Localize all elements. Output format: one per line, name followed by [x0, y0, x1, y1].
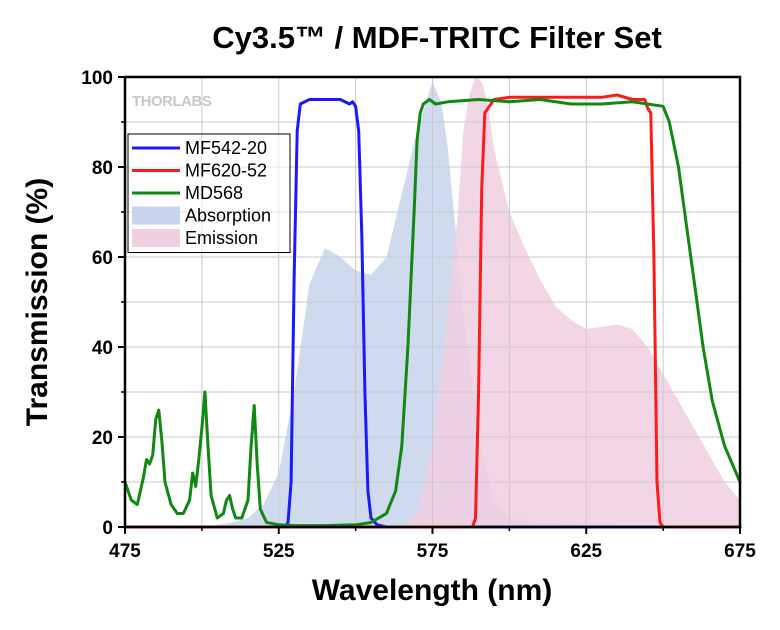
- x-tick-label: 625: [570, 541, 602, 562]
- legend-swatch-emission: [132, 229, 180, 247]
- x-tick-label: 475: [109, 541, 141, 562]
- x-axis-title: Wavelength (nm): [312, 574, 553, 607]
- series-mf542-20-line: [123, 98, 742, 529]
- plot-area: THORLABS 475 525 575 625 675 0 20 40 60 80 100 MF5…: [81, 68, 756, 562]
- y-tick-label: 0: [102, 518, 113, 539]
- x-tick-label: 525: [263, 541, 295, 562]
- y-tick-label: 100: [81, 68, 113, 89]
- x-tick-label: 575: [417, 541, 449, 562]
- y-tick-label: 20: [92, 428, 113, 449]
- y-axis-title: Transmission (%): [21, 178, 54, 426]
- thorlabs-watermark: THORLABS: [132, 93, 212, 110]
- series-md568-line: [123, 98, 742, 528]
- legend-label-md568: MD568: [185, 183, 243, 203]
- y-tick-label: 80: [92, 158, 113, 179]
- y-tick-label: 60: [92, 248, 113, 269]
- legend-label-emission: Emission: [185, 228, 258, 248]
- x-tick-label: 675: [724, 541, 756, 562]
- chart-title: Cy3.5™ / MDF-TRITC Filter Set: [212, 20, 662, 55]
- axis-ticks: 475 525 575 625 675 0 20 40 60 80 100: [81, 68, 756, 562]
- legend-label-absorption: Absorption: [185, 206, 271, 226]
- legend-label-mf542-20: MF542-20: [185, 138, 267, 158]
- legend-label-mf620-52: MF620-52: [185, 161, 267, 181]
- legend-swatch-absorption: [132, 206, 180, 225]
- y-tick-label: 40: [92, 338, 113, 359]
- series-mf620-52-line: [123, 93, 742, 529]
- line-series: [123, 93, 742, 529]
